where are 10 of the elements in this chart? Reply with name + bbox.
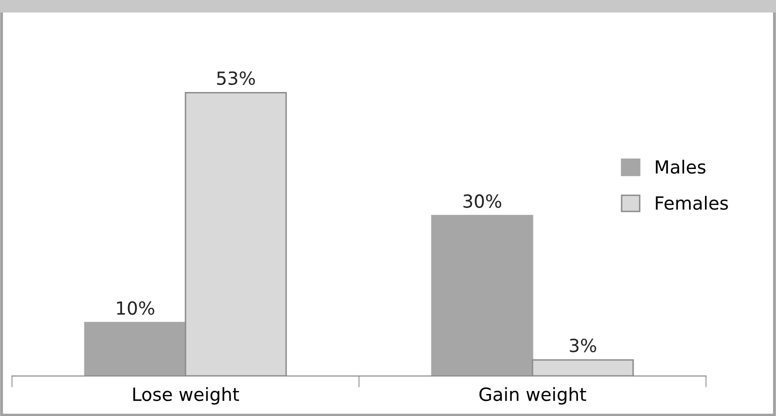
x-tick-label: Gain weight xyxy=(479,387,586,405)
legend-label: Males xyxy=(656,160,706,174)
x-tick-label: Lose weight xyxy=(133,387,240,405)
data-label: 10% xyxy=(117,301,154,315)
data-label: 53% xyxy=(217,71,255,85)
data-label: 30% xyxy=(463,194,502,208)
legend-label: Females xyxy=(656,196,728,210)
data-label: 3% xyxy=(570,338,596,352)
bar xyxy=(84,322,186,376)
bar xyxy=(431,214,534,376)
